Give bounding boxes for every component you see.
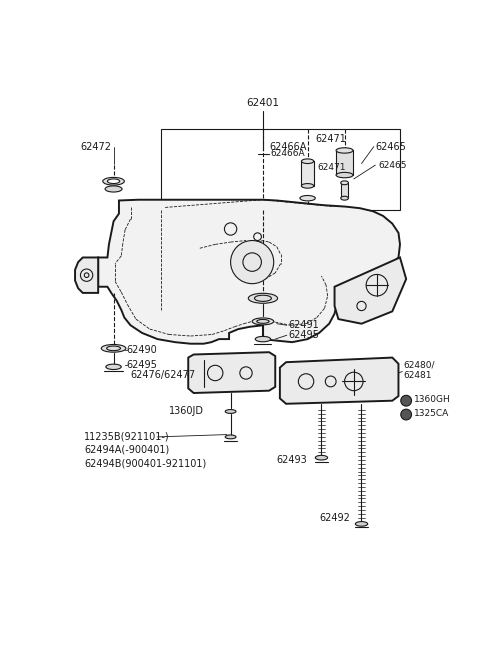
Ellipse shape [301, 183, 314, 188]
Ellipse shape [336, 172, 353, 178]
Polygon shape [188, 352, 275, 393]
Text: 62471: 62471 [318, 163, 346, 172]
Text: 62471: 62471 [315, 134, 346, 144]
Text: 62401: 62401 [246, 98, 279, 108]
Bar [336, 150, 353, 175]
Polygon shape [98, 200, 400, 344]
Text: 62495: 62495 [127, 360, 157, 371]
Circle shape [401, 409, 411, 420]
Text: 62494A(-900401): 62494A(-900401) [84, 445, 169, 455]
Text: 62494B(900401-921101): 62494B(900401-921101) [84, 458, 206, 468]
Text: 62476/62477: 62476/62477 [131, 371, 196, 380]
Text: 1360GH: 1360GH [414, 395, 451, 403]
Text: 62491: 62491 [288, 320, 319, 330]
Ellipse shape [336, 148, 353, 153]
Polygon shape [335, 258, 406, 324]
Ellipse shape [301, 159, 314, 164]
Circle shape [401, 396, 411, 406]
Bar [301, 161, 314, 186]
Text: 62465: 62465 [375, 142, 406, 152]
Text: 1325CA: 1325CA [414, 409, 449, 417]
Bar [161, 129, 400, 210]
Text: 62465: 62465 [378, 160, 407, 170]
Ellipse shape [101, 344, 126, 352]
Ellipse shape [105, 186, 122, 192]
Ellipse shape [300, 196, 315, 201]
Text: 62495: 62495 [288, 330, 319, 340]
Ellipse shape [103, 177, 124, 185]
Ellipse shape [315, 455, 328, 460]
Text: 62480/
62481: 62480/ 62481 [404, 360, 435, 380]
Ellipse shape [106, 364, 121, 369]
Polygon shape [280, 357, 398, 404]
Text: 62490: 62490 [127, 345, 157, 355]
Polygon shape [75, 258, 98, 293]
Ellipse shape [341, 196, 348, 200]
Bar [341, 183, 348, 198]
Ellipse shape [252, 318, 274, 325]
Text: 62493: 62493 [277, 455, 308, 465]
Ellipse shape [225, 409, 236, 413]
Text: 11235B(921101-): 11235B(921101-) [84, 432, 170, 442]
Ellipse shape [255, 336, 271, 342]
Text: 62466A: 62466A [271, 149, 305, 158]
Ellipse shape [225, 435, 236, 439]
Text: 1360JD: 1360JD [169, 407, 204, 417]
Ellipse shape [248, 293, 277, 304]
Ellipse shape [341, 181, 348, 185]
Circle shape [230, 240, 274, 284]
Text: 62472: 62472 [81, 142, 111, 152]
Text: 62492: 62492 [319, 512, 350, 523]
Ellipse shape [108, 179, 120, 183]
Ellipse shape [355, 522, 368, 526]
Text: 62466A: 62466A [269, 142, 306, 152]
